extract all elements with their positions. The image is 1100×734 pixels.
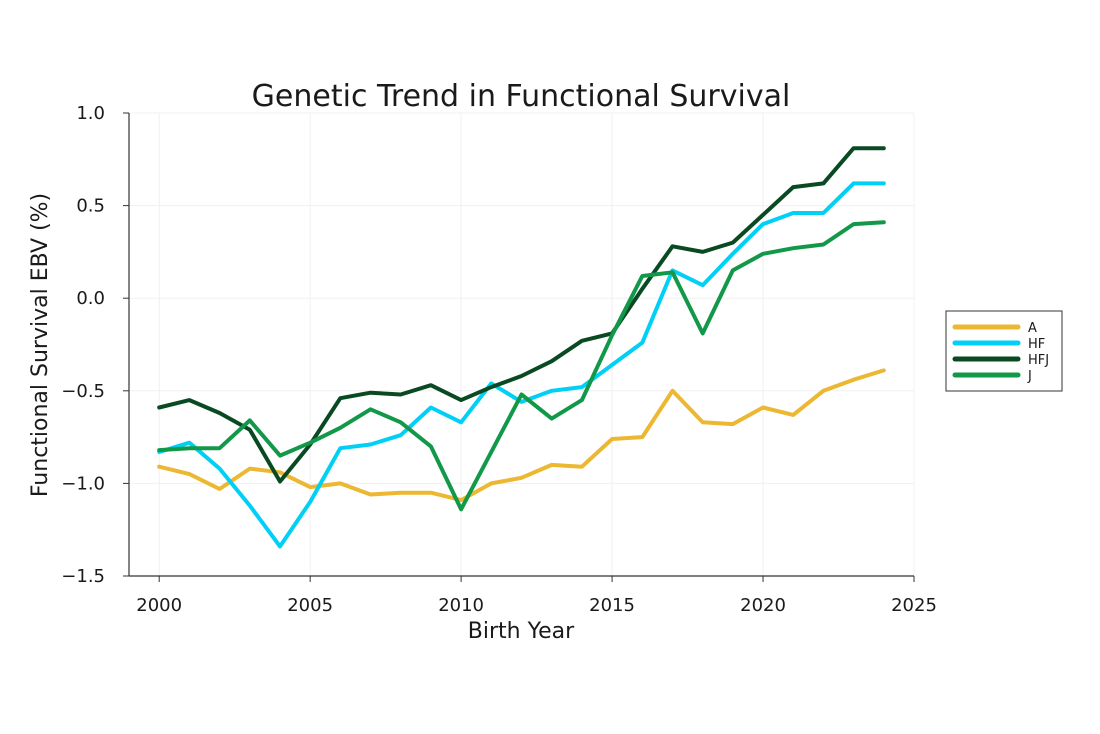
legend-label-hf: HF (1028, 337, 1045, 352)
legend-label-j: J (1027, 369, 1032, 384)
legend-label-a: A (1028, 321, 1037, 336)
x-axis-ticks: 2000 2005 2010 2015 2020 2025 (136, 576, 937, 616)
x-tick-label: 2020 (740, 595, 786, 616)
series-lines (157, 146, 886, 549)
chart-title: Genetic Trend in Functional Survival (252, 79, 791, 114)
series-line-hfj (157, 146, 886, 484)
y-tick-label: 0.5 (76, 196, 105, 217)
y-tick-label: 0.0 (76, 288, 105, 309)
y-tick-label: −1.0 (61, 473, 105, 494)
x-tick-label: 2010 (438, 595, 484, 616)
y-tick-label: −0.5 (61, 381, 105, 402)
y-axis-label: Functional Survival EBV (%) (28, 193, 53, 497)
series-line-a (157, 368, 886, 503)
legend-box (945, 310, 1063, 392)
grid (129, 112, 915, 577)
x-tick-label: 2000 (136, 595, 182, 616)
x-tick-label: 2025 (891, 595, 937, 616)
y-tick-label: −1.5 (61, 566, 105, 587)
x-axis-label: Birth Year (468, 619, 575, 644)
y-axis-ticks: −1.5 −1.0 −0.5 0.0 0.5 1.0 (61, 103, 129, 587)
series-line-hf (157, 181, 886, 549)
x-tick-label: 2005 (287, 595, 333, 616)
x-tick-label: 2015 (589, 595, 635, 616)
series-line-j (157, 220, 886, 512)
legend-label-hfj: HFJ (1028, 353, 1049, 368)
y-tick-label: 1.0 (76, 103, 105, 124)
